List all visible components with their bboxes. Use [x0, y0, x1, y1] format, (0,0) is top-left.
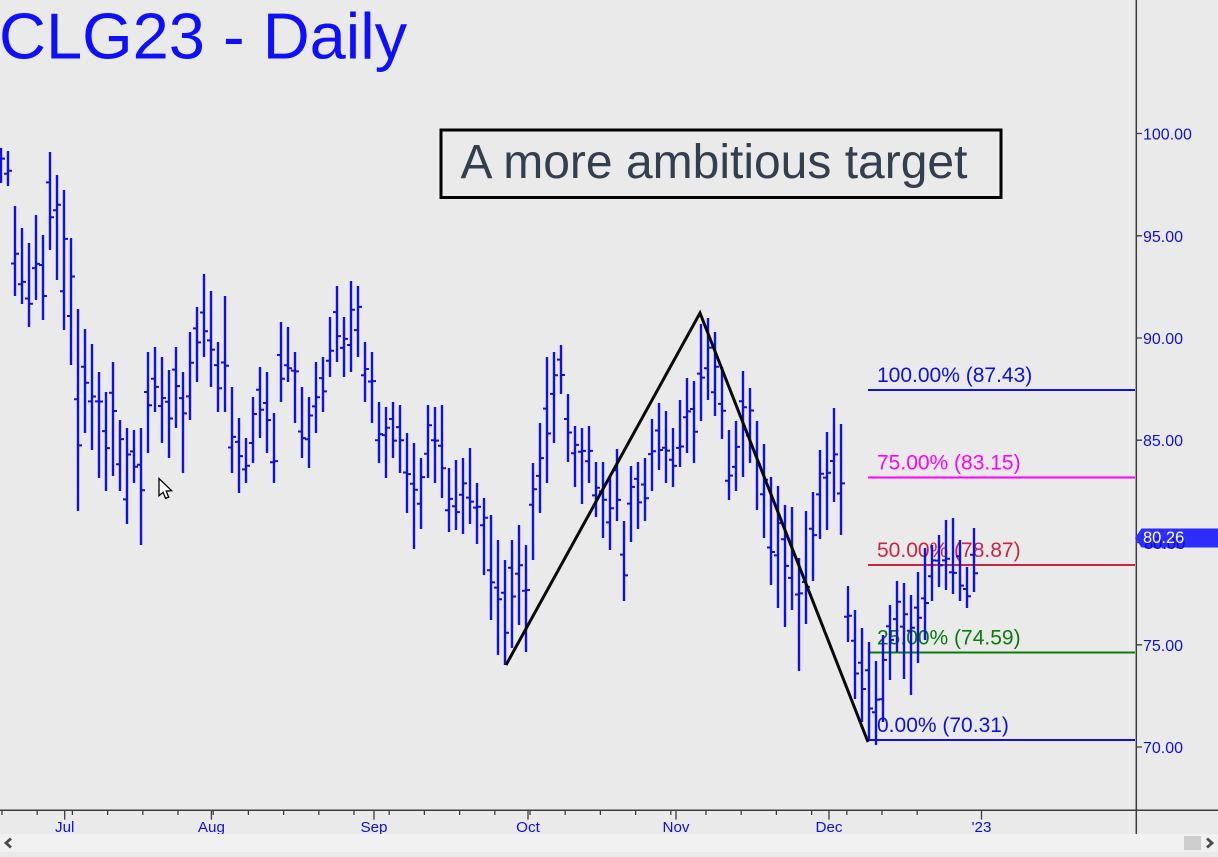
svg-text:50.00% (78.87): 50.00% (78.87): [877, 539, 1021, 562]
svg-text:90.00: 90.00: [1143, 331, 1183, 348]
svg-text:100.00% (87.43): 100.00% (87.43): [877, 364, 1032, 387]
svg-text:Nov: Nov: [662, 819, 689, 836]
svg-text:80.00: 80.00: [1144, 535, 1185, 553]
svg-text:Jul: Jul: [55, 819, 74, 836]
svg-text:Aug: Aug: [198, 819, 225, 836]
svg-text:80.26: 80.26: [1143, 529, 1184, 547]
svg-text:0.00% (70.31): 0.00% (70.31): [877, 714, 1009, 737]
svg-text:100.00: 100.00: [1143, 127, 1192, 144]
svg-text:A more ambitious target: A more ambitious target: [461, 136, 968, 189]
svg-text:75.00% (83.15): 75.00% (83.15): [877, 452, 1021, 475]
svg-text:Oct: Oct: [516, 819, 540, 836]
svg-text:Sep: Sep: [360, 819, 387, 836]
svg-text:CLG23 - Daily: CLG23 - Daily: [0, 0, 408, 73]
svg-text:95.00: 95.00: [1143, 229, 1183, 246]
svg-text:'23: '23: [972, 819, 992, 836]
svg-text:25.00% (74.59): 25.00% (74.59): [877, 627, 1021, 650]
svg-text:70.00: 70.00: [1143, 740, 1183, 757]
svg-text:75.00: 75.00: [1143, 638, 1183, 655]
svg-text:Dec: Dec: [815, 819, 842, 836]
svg-text:85.00: 85.00: [1143, 433, 1183, 450]
